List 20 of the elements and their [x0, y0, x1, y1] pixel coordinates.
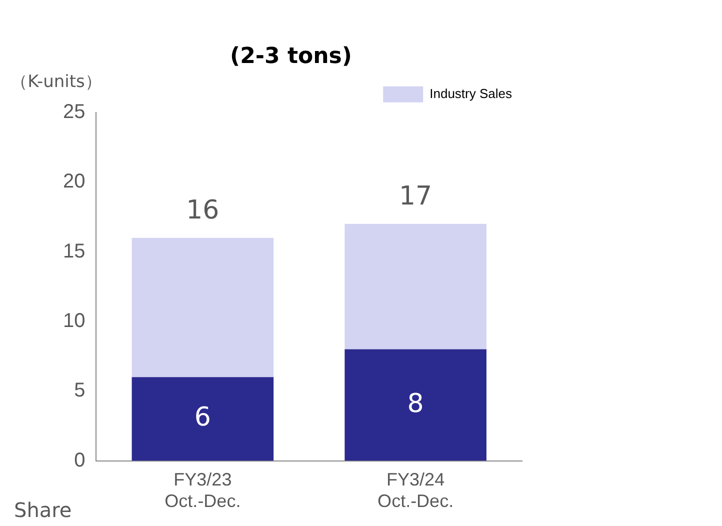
y-tick-label: 20: [62, 170, 86, 193]
y-tick-label: 10: [62, 310, 86, 332]
total-label: 17: [399, 182, 432, 212]
data-label: 6: [194, 402, 211, 433]
total-label: 16: [186, 196, 220, 226]
text: Share: [14, 498, 72, 522]
y-axis-title: （K-units）: [10, 72, 102, 92]
y-tick-label: 25: [62, 100, 86, 123]
bar: [344, 349, 486, 461]
x-tick-label: FY3/24 Oct.-Dec.: [378, 470, 454, 512]
x-tick-label: FY3/23 Oct.-Dec.: [164, 470, 241, 512]
y-tick-label: 15: [62, 240, 86, 262]
chart-title: (2-3 tons): [230, 44, 352, 69]
bar: [344, 224, 486, 350]
legend-label: Industry Sales: [430, 86, 512, 101]
y-tick-label: 0: [74, 449, 86, 472]
y-tick-label: 5: [74, 380, 86, 402]
data-label: 8: [407, 388, 424, 419]
bar: [132, 377, 274, 461]
bar: [132, 238, 274, 378]
